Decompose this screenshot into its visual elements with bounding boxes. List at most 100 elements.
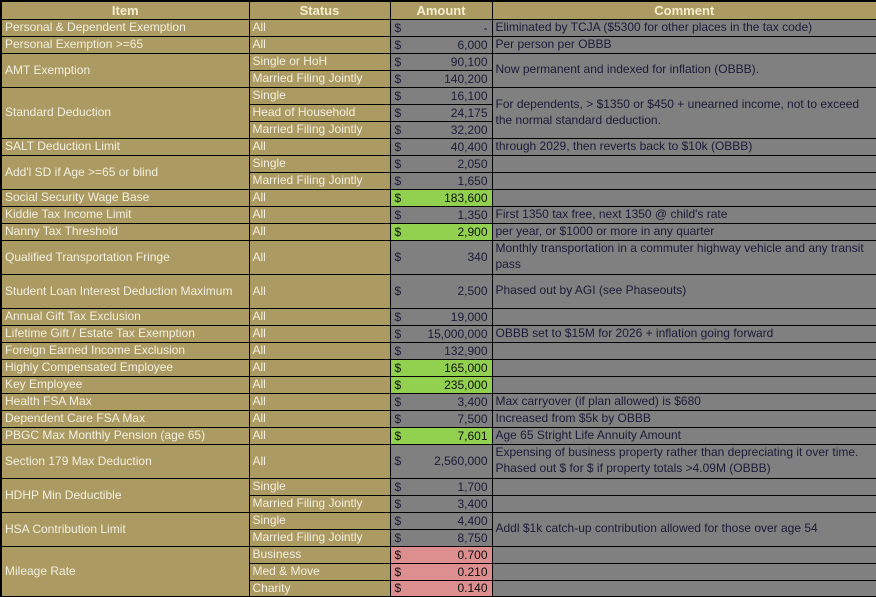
header-item[interactable]: Item: [0, 0, 250, 20]
amount-cell[interactable]: $2,500: [389, 273, 493, 309]
item-cell[interactable]: Highly Compensated Employee: [0, 358, 250, 377]
comment-cell[interactable]: [491, 477, 876, 496]
comment-cell[interactable]: per year, or $1000 or more in any quarte…: [491, 222, 876, 241]
status-cell[interactable]: Charity: [248, 579, 391, 597]
status-cell[interactable]: Married Filing Jointly: [248, 494, 391, 513]
comment-cell[interactable]: [491, 579, 876, 597]
item-cell[interactable]: Standard Deduction: [0, 86, 250, 139]
item-cell[interactable]: AMT Exemption: [0, 52, 250, 88]
comment-cell[interactable]: [491, 307, 876, 326]
item-cell[interactable]: SALT Deduction Limit: [0, 137, 250, 156]
comment-cell[interactable]: [491, 545, 876, 564]
amount-cell[interactable]: $7,601: [389, 426, 493, 445]
amount-cell[interactable]: $6,000: [389, 35, 493, 54]
status-cell[interactable]: Business: [248, 545, 391, 564]
status-cell[interactable]: Married Filing Jointly: [248, 171, 391, 190]
comment-cell[interactable]: [491, 341, 876, 360]
amount-cell[interactable]: $16,100: [389, 86, 493, 105]
amount-cell[interactable]: $1,650: [389, 171, 493, 190]
amount-cell[interactable]: $2,900: [389, 222, 493, 241]
status-cell[interactable]: Single: [248, 511, 391, 530]
status-cell[interactable]: Med & Move: [248, 562, 391, 581]
status-cell[interactable]: All: [248, 137, 391, 156]
status-cell[interactable]: Married Filing Jointly: [248, 69, 391, 88]
header-amount[interactable]: Amount: [389, 0, 493, 20]
comment-cell[interactable]: Phased out by AGI (see Phaseouts): [491, 273, 876, 309]
status-cell[interactable]: All: [248, 358, 391, 377]
comment-cell[interactable]: Now permanent and indexed for inflation …: [491, 52, 876, 88]
status-cell[interactable]: All: [248, 273, 391, 309]
comment-cell[interactable]: Monthly transportation in a commuter hig…: [491, 239, 876, 275]
comment-cell[interactable]: Max carryover (if plan allowed) is $680: [491, 392, 876, 411]
amount-cell[interactable]: $165,000: [389, 358, 493, 377]
comment-cell[interactable]: [491, 562, 876, 581]
status-cell[interactable]: All: [248, 239, 391, 275]
status-cell[interactable]: All: [248, 35, 391, 54]
comment-cell[interactable]: Addl $1k catch-up contribution allowed f…: [491, 511, 876, 547]
amount-cell[interactable]: $7,500: [389, 409, 493, 428]
comment-cell[interactable]: [491, 154, 876, 173]
item-cell[interactable]: Add'l SD if Age >=65 or blind: [0, 154, 250, 190]
amount-cell[interactable]: $132,900: [389, 341, 493, 360]
item-cell[interactable]: Lifetime Gift / Estate Tax Exemption: [0, 324, 250, 343]
comment-cell[interactable]: Per person per OBBB: [491, 35, 876, 54]
status-cell[interactable]: All: [248, 443, 391, 479]
item-cell[interactable]: Annual Gift Tax Exclusion: [0, 307, 250, 326]
comment-cell[interactable]: [491, 188, 876, 207]
item-cell[interactable]: Dependent Care FSA Max: [0, 409, 250, 428]
status-cell[interactable]: All: [248, 307, 391, 326]
status-cell[interactable]: Married Filing Jointly: [248, 120, 391, 139]
item-cell[interactable]: HSA Contribution Limit: [0, 511, 250, 547]
amount-cell[interactable]: $ -: [389, 18, 493, 37]
amount-cell[interactable]: $2,560,000: [389, 443, 493, 479]
comment-cell[interactable]: Eliminated by TCJA ($5300 for other plac…: [491, 18, 876, 37]
amount-cell[interactable]: $19,000: [389, 307, 493, 326]
status-cell[interactable]: Head of Household: [248, 103, 391, 122]
amount-cell[interactable]: $2,050: [389, 154, 493, 173]
item-cell[interactable]: Section 179 Max Deduction: [0, 443, 250, 479]
item-cell[interactable]: Personal & Dependent Exemption: [0, 18, 250, 37]
status-cell[interactable]: Single or HoH: [248, 52, 391, 71]
amount-cell[interactable]: $24,175: [389, 103, 493, 122]
comment-cell[interactable]: OBBB set to $15M for 2026 + inflation go…: [491, 324, 876, 343]
comment-cell[interactable]: [491, 494, 876, 513]
status-cell[interactable]: Single: [248, 154, 391, 173]
item-cell[interactable]: Key Employee: [0, 375, 250, 394]
status-cell[interactable]: All: [248, 392, 391, 411]
amount-cell[interactable]: $183,600: [389, 188, 493, 207]
amount-cell[interactable]: $340: [389, 239, 493, 275]
item-cell[interactable]: Qualified Transportation Fringe: [0, 239, 250, 275]
item-cell[interactable]: Student Loan Interest Deduction Maximum: [0, 273, 250, 309]
comment-cell[interactable]: through 2029, then reverts back to $10k …: [491, 137, 876, 156]
amount-cell[interactable]: $32,200: [389, 120, 493, 139]
amount-cell[interactable]: $0.140: [389, 579, 493, 597]
comment-cell[interactable]: [491, 358, 876, 377]
amount-cell[interactable]: $1,350: [389, 205, 493, 224]
status-cell[interactable]: Married Filing Jointly: [248, 528, 391, 547]
status-cell[interactable]: All: [248, 341, 391, 360]
comment-cell[interactable]: First 1350 tax free, next 1350 @ child's…: [491, 205, 876, 224]
amount-cell[interactable]: $235,000: [389, 375, 493, 394]
amount-cell[interactable]: $3,400: [389, 392, 493, 411]
comment-cell[interactable]: [491, 375, 876, 394]
status-cell[interactable]: All: [248, 409, 391, 428]
comment-cell[interactable]: For dependents, > $1350 or $450 + unearn…: [491, 86, 876, 139]
item-cell[interactable]: Personal Exemption >=65: [0, 35, 250, 54]
item-cell[interactable]: Health FSA Max: [0, 392, 250, 411]
item-cell[interactable]: Kiddie Tax Income Limit: [0, 205, 250, 224]
item-cell[interactable]: Social Security Wage Base: [0, 188, 250, 207]
amount-cell[interactable]: $140,200: [389, 69, 493, 88]
amount-cell[interactable]: $8,750: [389, 528, 493, 547]
amount-cell[interactable]: $4,400: [389, 511, 493, 530]
comment-cell[interactable]: [491, 171, 876, 190]
item-cell[interactable]: Nanny Tax Threshold: [0, 222, 250, 241]
header-comment[interactable]: Comment: [491, 0, 876, 20]
comment-cell[interactable]: Expensing of business property rather th…: [491, 443, 876, 479]
status-cell[interactable]: All: [248, 375, 391, 394]
amount-cell[interactable]: $15,000,000: [389, 324, 493, 343]
status-cell[interactable]: Single: [248, 86, 391, 105]
item-cell[interactable]: Mileage Rate: [0, 545, 250, 597]
status-cell[interactable]: All: [248, 222, 391, 241]
header-status[interactable]: Status: [248, 0, 391, 20]
status-cell[interactable]: All: [248, 324, 391, 343]
